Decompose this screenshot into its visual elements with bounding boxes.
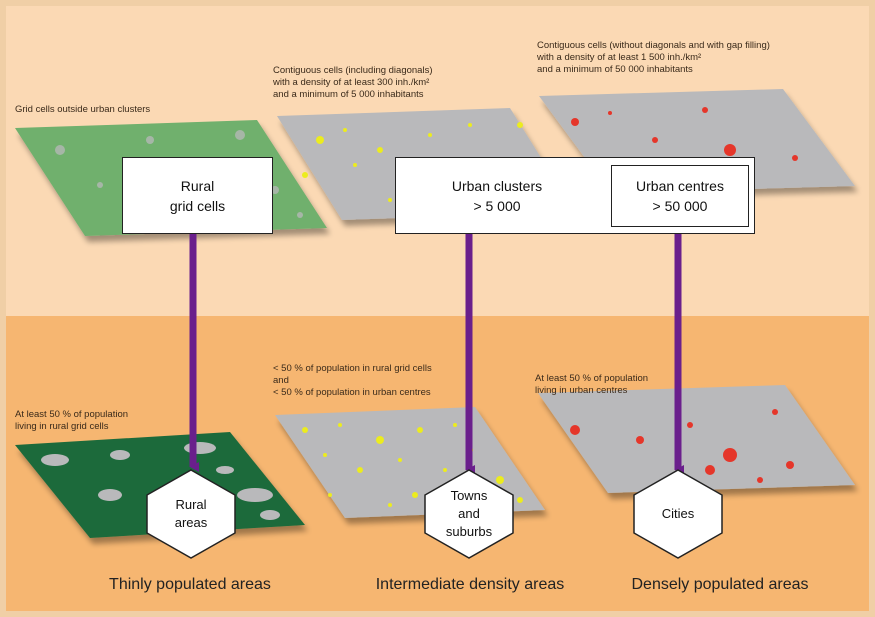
- urban-centres-patches: [571, 107, 798, 161]
- towns-patches: [302, 423, 523, 507]
- cities-patches: [570, 409, 794, 483]
- hex-rural-areas: [146, 469, 236, 559]
- box-urban-centres: Urban centres > 50 000: [611, 165, 749, 227]
- label-grid-outside: Grid cells outside urban clusters: [15, 104, 151, 115]
- category-thinly-populated: Thinly populated areas: [109, 576, 271, 593]
- hex-cities: [633, 469, 723, 559]
- rural-map-patches: [55, 130, 303, 218]
- category-intermediate-density: Intermediate density areas: [375, 576, 565, 593]
- label-contiguous-diag: Contiguous cells (including diagonals) w…: [273, 65, 433, 100]
- label-contiguous-nodiag: Contiguous cells (without diagonals and …: [537, 40, 770, 75]
- hex-label-towns-suburbs: Towns and suburbs: [445, 488, 493, 539]
- box-rural-grid-cells: Rural grid cells: [122, 157, 273, 234]
- label-dense-rule: At least 50 % of population living in urb…: [535, 373, 649, 396]
- hex-towns-suburbs: [424, 469, 514, 559]
- label-intermediate-rule: < 50 % of population in rural grid cells…: [273, 363, 432, 398]
- hex-label-rural-areas: Rural areas: [174, 497, 208, 530]
- hex-label-cities: Cities: [661, 506, 695, 521]
- urban-clusters-patches: [302, 122, 523, 202]
- category-densely-populated: Densely populated areas: [631, 576, 809, 593]
- label-rural-rule: At least 50 % of population living in rur…: [15, 409, 129, 432]
- box-urban-clusters: Urban clusters > 5 000: [397, 159, 597, 232]
